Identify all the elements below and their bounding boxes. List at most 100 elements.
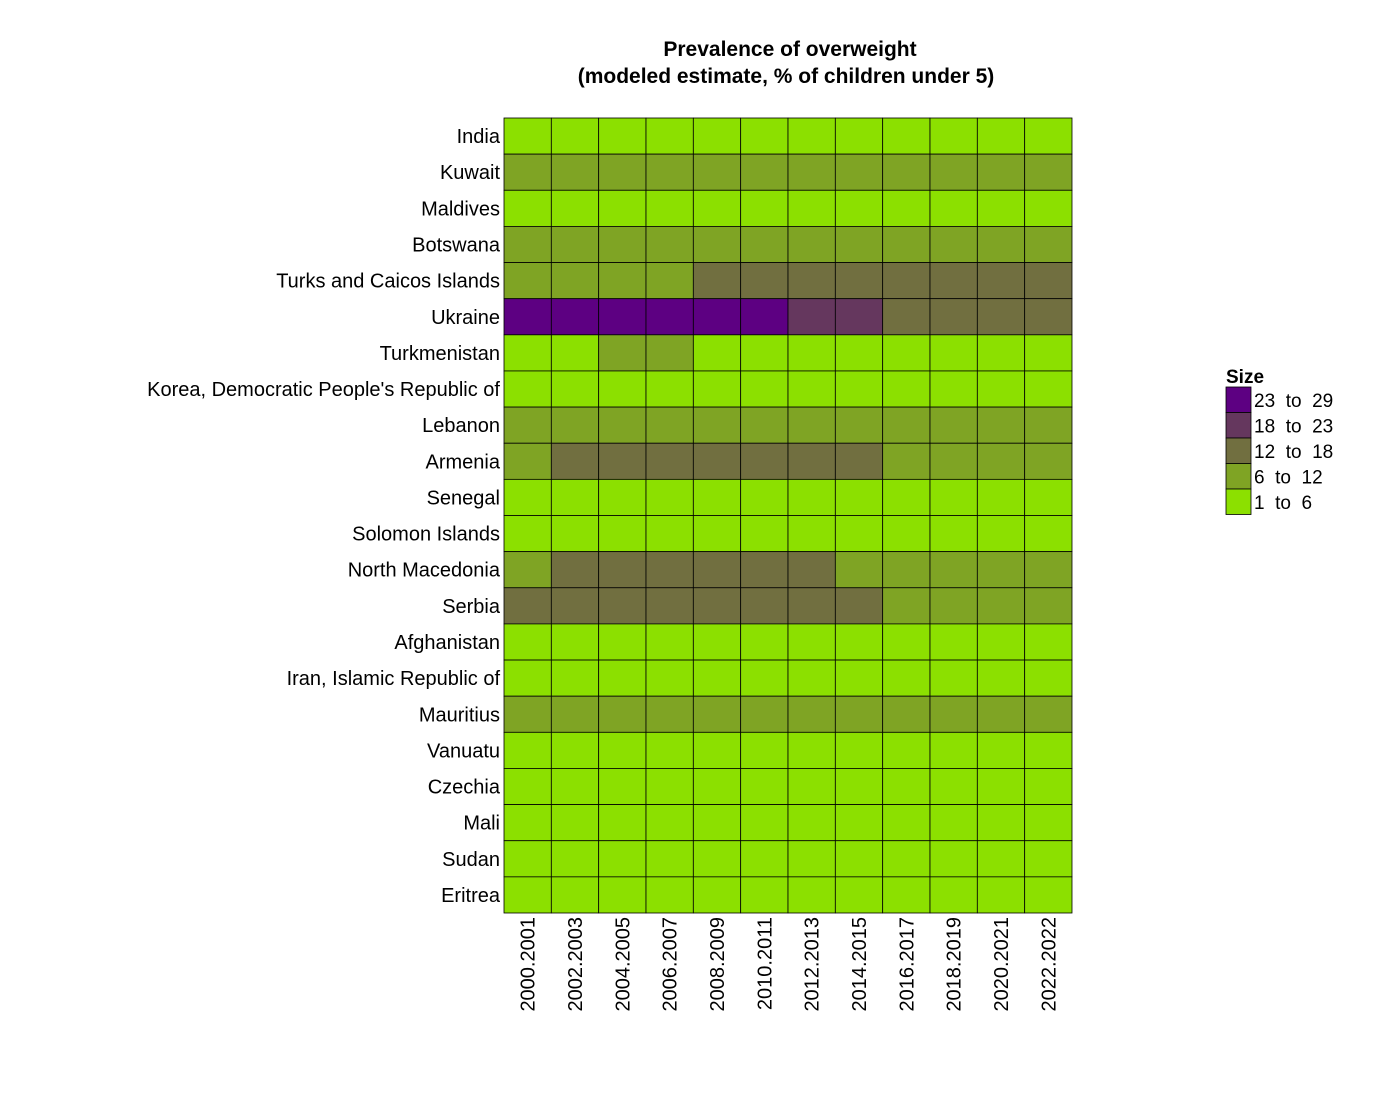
chart-title-line-1: Prevalence of overweight xyxy=(663,38,916,61)
heatmap-cell xyxy=(598,731,647,769)
heatmap-cell xyxy=(882,334,931,372)
heatmap-cell xyxy=(787,262,836,300)
heatmap-cell xyxy=(787,153,836,191)
heatmap-cell xyxy=(645,623,694,661)
heatmap-cell xyxy=(550,262,600,300)
heatmap-cell xyxy=(1024,117,1073,155)
heatmap-cell xyxy=(787,587,836,625)
y-tick-label: North Macedonia xyxy=(348,560,501,582)
heatmap-cell xyxy=(550,623,600,661)
heatmap-cell xyxy=(645,695,694,733)
heatmap-cell xyxy=(740,370,789,408)
heatmap-cell xyxy=(692,551,742,589)
heatmap-cell xyxy=(598,695,647,733)
heatmap-cell xyxy=(882,189,931,227)
heatmap-cell xyxy=(692,117,742,155)
heatmap-cell xyxy=(1024,370,1073,408)
heatmap-cell xyxy=(598,370,647,408)
heatmap-cell xyxy=(692,804,742,842)
y-tick-label: Botswana xyxy=(412,234,501,256)
heatmap-cell xyxy=(834,804,884,842)
heatmap-cell xyxy=(882,370,931,408)
heatmap-cell xyxy=(929,298,978,336)
heatmap-cell xyxy=(1024,478,1073,516)
heatmap-cell xyxy=(550,731,600,769)
heatmap-cell xyxy=(550,840,600,878)
heatmap-cell xyxy=(598,262,647,300)
heatmap-cell xyxy=(1024,876,1073,914)
heatmap-cell xyxy=(692,515,742,553)
heatmap-cell xyxy=(740,515,789,553)
heatmap-cell xyxy=(929,442,978,480)
heatmap-cell xyxy=(882,406,931,444)
heatmap-cell xyxy=(787,370,836,408)
heatmap-cell xyxy=(503,478,552,516)
heatmap-cell xyxy=(503,551,552,589)
heatmap-cell xyxy=(740,768,789,805)
heatmap-cell xyxy=(834,262,884,300)
heatmap-cell xyxy=(503,623,552,661)
heatmap-cell xyxy=(503,515,552,553)
heatmap-cell xyxy=(787,334,836,372)
heatmap-cell xyxy=(834,298,884,336)
heatmap-cell xyxy=(1024,587,1073,625)
x-tick-label: 2004.2005 xyxy=(612,917,634,1012)
heatmap-cell xyxy=(692,442,742,480)
heatmap-cell xyxy=(645,189,694,227)
legend-label: 6 to 12 xyxy=(1254,467,1323,488)
legend-swatch xyxy=(1225,488,1252,515)
x-axis-labels: 2000.2001 2002.2003 2004.2005 2006.2007 2008… xyxy=(518,917,1061,1012)
heatmap-cell xyxy=(834,478,884,516)
y-tick-label: Mali xyxy=(463,813,500,835)
heatmap-cell xyxy=(976,478,1026,516)
x-tick-label: 2012.2013 xyxy=(802,917,824,1012)
heatmap-cell xyxy=(834,226,884,263)
y-tick-label: Sudan xyxy=(442,849,500,871)
y-tick-label: India xyxy=(457,126,501,148)
heatmap-cell xyxy=(645,731,694,769)
x-tick-label: 2014.2015 xyxy=(849,917,871,1012)
legend-label: 23 to 29 xyxy=(1254,391,1333,412)
heatmap-cell xyxy=(787,442,836,480)
x-tick-label: 2020.2021 xyxy=(991,917,1013,1012)
heatmap-cell xyxy=(692,623,742,661)
heatmap-cell xyxy=(976,551,1026,589)
x-tick-label: 2006.2007 xyxy=(660,917,682,1012)
legend-title: Size xyxy=(1226,367,1264,388)
heatmap-cell xyxy=(598,515,647,553)
heatmap-cell xyxy=(929,587,978,625)
heatmap-cell xyxy=(503,117,552,155)
heatmap-cell xyxy=(598,659,647,697)
heatmap-cell xyxy=(598,189,647,227)
legend: Size 23 to 29 18 to 23 12 to 18 6 to 12 1 to… xyxy=(1225,367,1333,515)
heatmap-cell xyxy=(740,117,789,155)
y-tick-label: Turkmenistan xyxy=(380,343,500,365)
heatmap-cell xyxy=(550,370,600,408)
heatmap-cell xyxy=(1024,623,1073,661)
y-tick-label: Armenia xyxy=(426,451,501,473)
heatmap-cell xyxy=(1024,840,1073,878)
heatmap-cell xyxy=(882,804,931,842)
heatmap-cell xyxy=(929,804,978,842)
heatmap-cell xyxy=(882,876,931,914)
heatmap-cell xyxy=(834,587,884,625)
heatmap-cell xyxy=(976,587,1026,625)
heatmap-cell xyxy=(929,226,978,263)
heatmap-cell xyxy=(503,876,552,914)
heatmap-cell xyxy=(929,695,978,733)
heatmap-cell xyxy=(1024,659,1073,697)
heatmap-cell xyxy=(740,262,789,300)
heatmap-cell xyxy=(645,768,694,805)
legend-swatch xyxy=(1225,437,1252,464)
y-tick-label: Vanuatu xyxy=(427,740,500,762)
heatmap-cell xyxy=(834,768,884,805)
heatmap-cell xyxy=(692,298,742,336)
heatmap-cell xyxy=(929,117,978,155)
heatmap-cell xyxy=(976,370,1026,408)
heatmap-cell xyxy=(787,189,836,227)
heatmap-cell xyxy=(645,551,694,589)
heatmap-cell xyxy=(834,406,884,444)
heatmap-cell xyxy=(1024,515,1073,553)
heatmap-cell xyxy=(598,587,647,625)
heatmap-cell xyxy=(882,298,931,336)
